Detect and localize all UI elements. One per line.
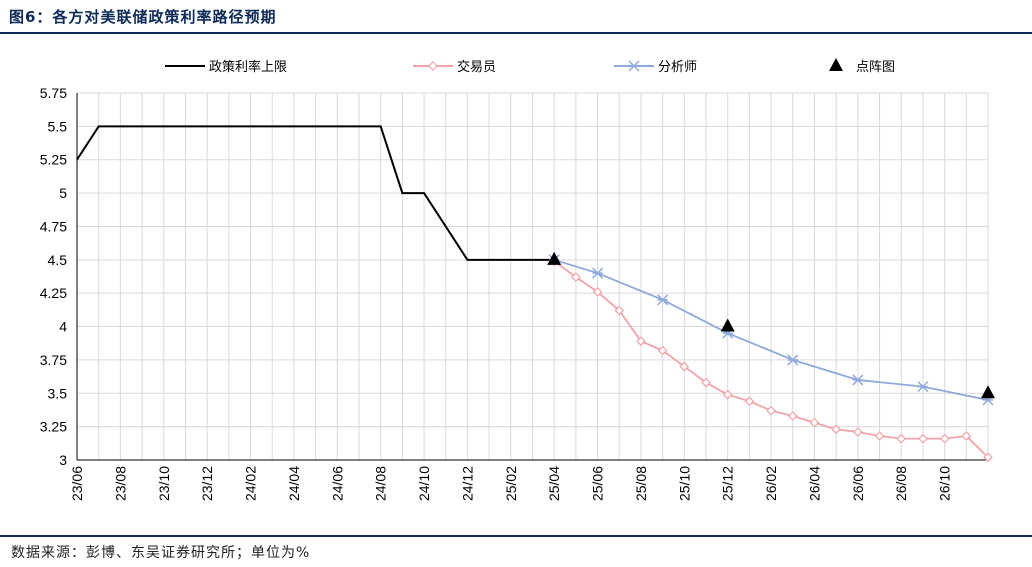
chart-title: 图6：各方对美联储政策利率路径预期 (9, 8, 277, 26)
x-tick-label: 24/04 (286, 466, 302, 501)
y-tick-label: 4 (59, 319, 67, 335)
title-rule (0, 32, 1032, 34)
y-tick-label: 5.25 (40, 152, 67, 168)
x-tick-label: 26/10 (937, 466, 953, 501)
data-point (852, 374, 864, 386)
x-tick-label: 26/06 (850, 466, 866, 501)
source-note: 数据来源：彭博、东吴证券研究所；单位为% (11, 545, 311, 561)
y-tick-label: 3.5 (48, 385, 68, 401)
data-point (983, 452, 993, 463)
data-point (571, 272, 581, 283)
x-tick-label: 25/06 (590, 466, 606, 501)
x-tick-label: 24/02 (243, 466, 259, 501)
y-tick-label: 4.25 (40, 285, 67, 301)
data-point (636, 336, 646, 347)
legend-label: 点阵图 (856, 60, 895, 75)
legend-marker (628, 60, 640, 72)
y-tick-label: 3.25 (40, 419, 67, 435)
x-tick-label: 24/12 (459, 466, 475, 501)
y-tick-label: 4.75 (40, 218, 67, 234)
data-point (657, 345, 668, 356)
x-tick-label: 26/02 (763, 466, 779, 501)
chart-area: 5.755.55.2554.754.54.2543.753.53.25323/0… (40, 58, 995, 501)
data-point (981, 385, 995, 399)
data-point (592, 286, 603, 297)
y-tick-label: 5.5 (48, 118, 68, 134)
footer-rule (0, 535, 1032, 537)
y-tick-label: 3 (59, 452, 67, 468)
data-point (547, 251, 562, 265)
y-tick-label: 5 (59, 185, 67, 201)
data-point (787, 354, 799, 366)
x-tick-label: 25/10 (676, 466, 692, 501)
x-tick-label: 26/04 (806, 466, 822, 501)
x-tick-label: 23/10 (156, 466, 172, 501)
data-point (917, 381, 929, 393)
legend-marker (428, 61, 438, 71)
data-point (896, 433, 907, 444)
data-point (874, 431, 885, 441)
data-point (744, 396, 755, 407)
x-tick-label: 23/06 (69, 466, 85, 501)
series-line-3 (553, 258, 989, 401)
data-point (592, 267, 604, 279)
data-point (787, 411, 798, 421)
x-tick-label: 25/08 (633, 466, 649, 501)
data-point (679, 361, 690, 372)
data-point (657, 294, 669, 306)
legend-label: 政策利率上限 (209, 59, 287, 75)
legend-label: 分析师 (658, 60, 697, 75)
data-point (614, 305, 625, 316)
x-tick-label: 25/12 (720, 466, 736, 501)
data-point (722, 389, 733, 400)
y-tick-label: 3.75 (40, 352, 67, 368)
y-tick-label: 5.75 (40, 85, 67, 101)
data-point (720, 318, 735, 332)
data-point (939, 433, 950, 444)
data-point (853, 427, 863, 437)
x-tick-label: 24/06 (329, 466, 345, 501)
data-point (809, 417, 820, 428)
series-line-1 (76, 125, 555, 261)
y-tick-label: 4.5 (48, 252, 68, 268)
data-point (831, 424, 842, 435)
x-tick-label: 25/02 (503, 466, 519, 501)
data-point (701, 377, 711, 388)
legend-marker (829, 58, 843, 71)
data-point (961, 431, 972, 441)
x-tick-label: 24/10 (416, 466, 432, 501)
x-tick-label: 23/08 (112, 466, 128, 501)
x-tick-label: 25/04 (546, 466, 562, 501)
legend-label: 交易员 (457, 59, 496, 75)
data-point (918, 433, 928, 444)
x-tick-label: 23/12 (199, 466, 215, 501)
data-point (766, 405, 776, 416)
x-tick-label: 24/08 (373, 466, 389, 501)
x-tick-label: 26/08 (893, 466, 909, 501)
